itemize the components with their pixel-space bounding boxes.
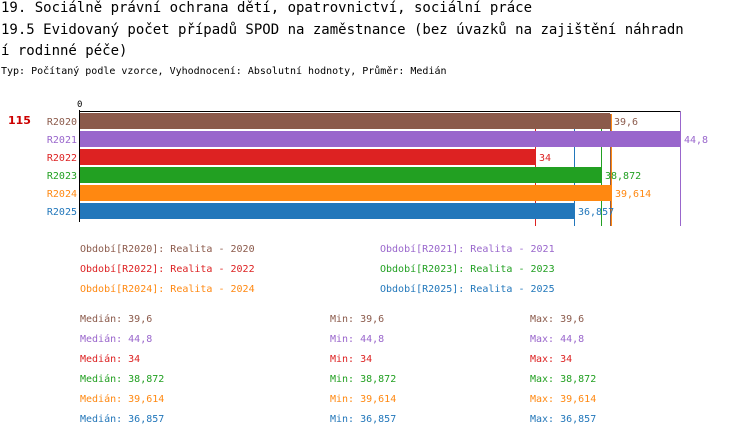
- legend-item: Období[R2021]: Realita - 2021: [380, 244, 555, 255]
- stat-min: Min: 34: [330, 354, 373, 365]
- bar-R2023: [80, 167, 601, 183]
- stat-max: Max: 34: [530, 354, 573, 365]
- data-label-R2023: 38,872: [605, 171, 641, 182]
- stat-median: Medián: 36,857: [80, 414, 165, 425]
- stat-min: Min: 44,8: [330, 334, 385, 345]
- chart-title-line-1: 19. Sociálně právní ochrana dětí, opatro…: [1, 0, 533, 16]
- x-tick-label-zero: 0: [77, 100, 82, 110]
- legend-item: Období[R2023]: Realita - 2023: [380, 264, 555, 275]
- stat-max: Max: 36,857: [530, 414, 597, 425]
- legend-item: Období[R2024]: Realita - 2024: [80, 284, 255, 295]
- data-label-R2020: 39,6: [614, 117, 638, 128]
- chart-title-line-2: 19.5 Evidovaný počet případů SPOD na zam…: [1, 22, 684, 38]
- bar-R2021: [80, 131, 680, 147]
- stat-max: Max: 38,872: [530, 374, 597, 385]
- data-label-R2025: 36,857: [578, 207, 614, 218]
- data-label-R2024: 39,614: [615, 189, 651, 200]
- row-label: 115: [8, 114, 31, 127]
- stat-min: Min: 39,6: [330, 314, 385, 325]
- data-label-R2021: 44,8: [684, 135, 708, 146]
- bar-R2020: [80, 113, 610, 129]
- stat-max: Max: 39,6: [530, 314, 585, 325]
- stat-median: Medián: 44,8: [80, 334, 153, 345]
- legend-item: Období[R2020]: Realita - 2020: [80, 244, 255, 255]
- bar-chart: 0 115 R2020 39,6 R2021 44,8 R2022 34 R2023 38,872…: [8, 100, 708, 226]
- data-label-R2022: 34: [539, 153, 551, 164]
- stat-min: Min: 39,614: [330, 394, 397, 405]
- stat-min: Min: 38,872: [330, 374, 397, 385]
- stat-median: Medián: 38,872: [80, 374, 165, 385]
- bar-R2025: [80, 203, 574, 219]
- stat-max: Max: 39,614: [530, 394, 597, 405]
- bar-R2024: [80, 185, 611, 201]
- chart-title-line-3: í rodinné péče): [1, 43, 128, 59]
- category-label-R2020: R2020: [47, 117, 77, 128]
- category-label-R2024: R2024: [47, 189, 77, 200]
- stat-max: Max: 44,8: [530, 334, 585, 345]
- category-label-R2021: R2021: [47, 135, 77, 146]
- category-label-R2022: R2022: [47, 153, 77, 164]
- stat-min: Min: 36,857: [330, 414, 397, 425]
- category-label-R2025: R2025: [47, 207, 77, 218]
- stat-median: Medián: 39,614: [80, 394, 165, 405]
- category-label-R2023: R2023: [47, 171, 77, 182]
- chart-subtitle: Typ: Počítaný podle vzorce, Vyhodnocení:…: [1, 66, 447, 77]
- stat-median: Medián: 34: [80, 354, 141, 365]
- bar-R2022: [80, 149, 535, 165]
- legend-item: Období[R2025]: Realita - 2025: [380, 284, 555, 295]
- legend-item: Období[R2022]: Realita - 2022: [80, 264, 255, 275]
- stat-median: Medián: 39,6: [80, 314, 153, 325]
